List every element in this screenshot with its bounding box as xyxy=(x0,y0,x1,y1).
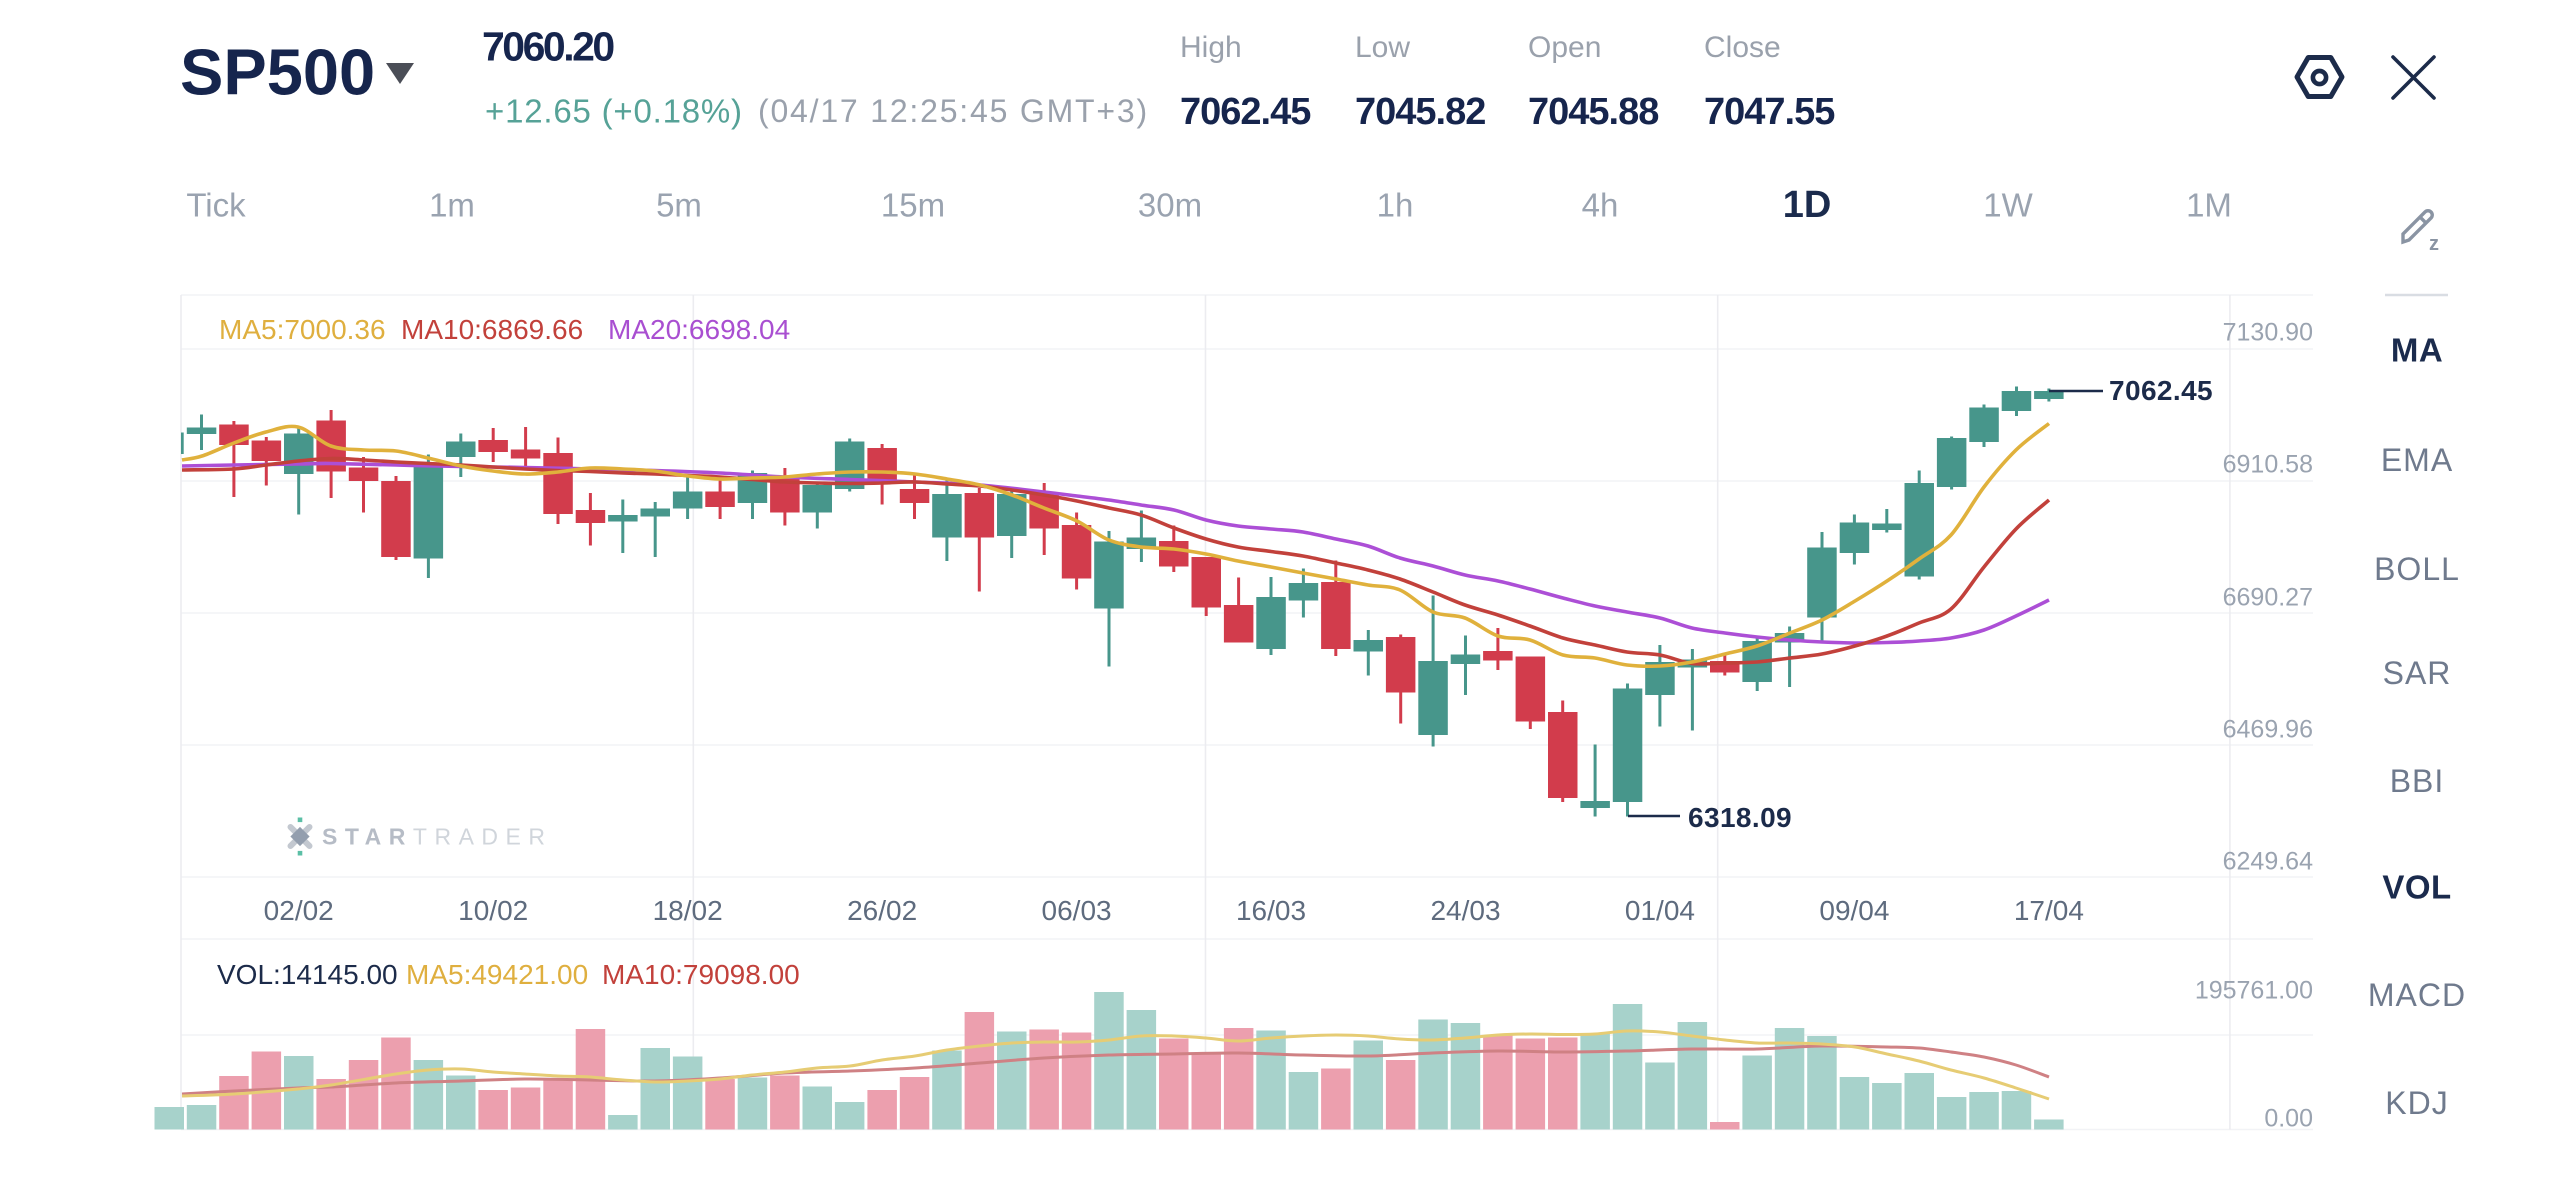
svg-text:z: z xyxy=(2429,233,2439,255)
